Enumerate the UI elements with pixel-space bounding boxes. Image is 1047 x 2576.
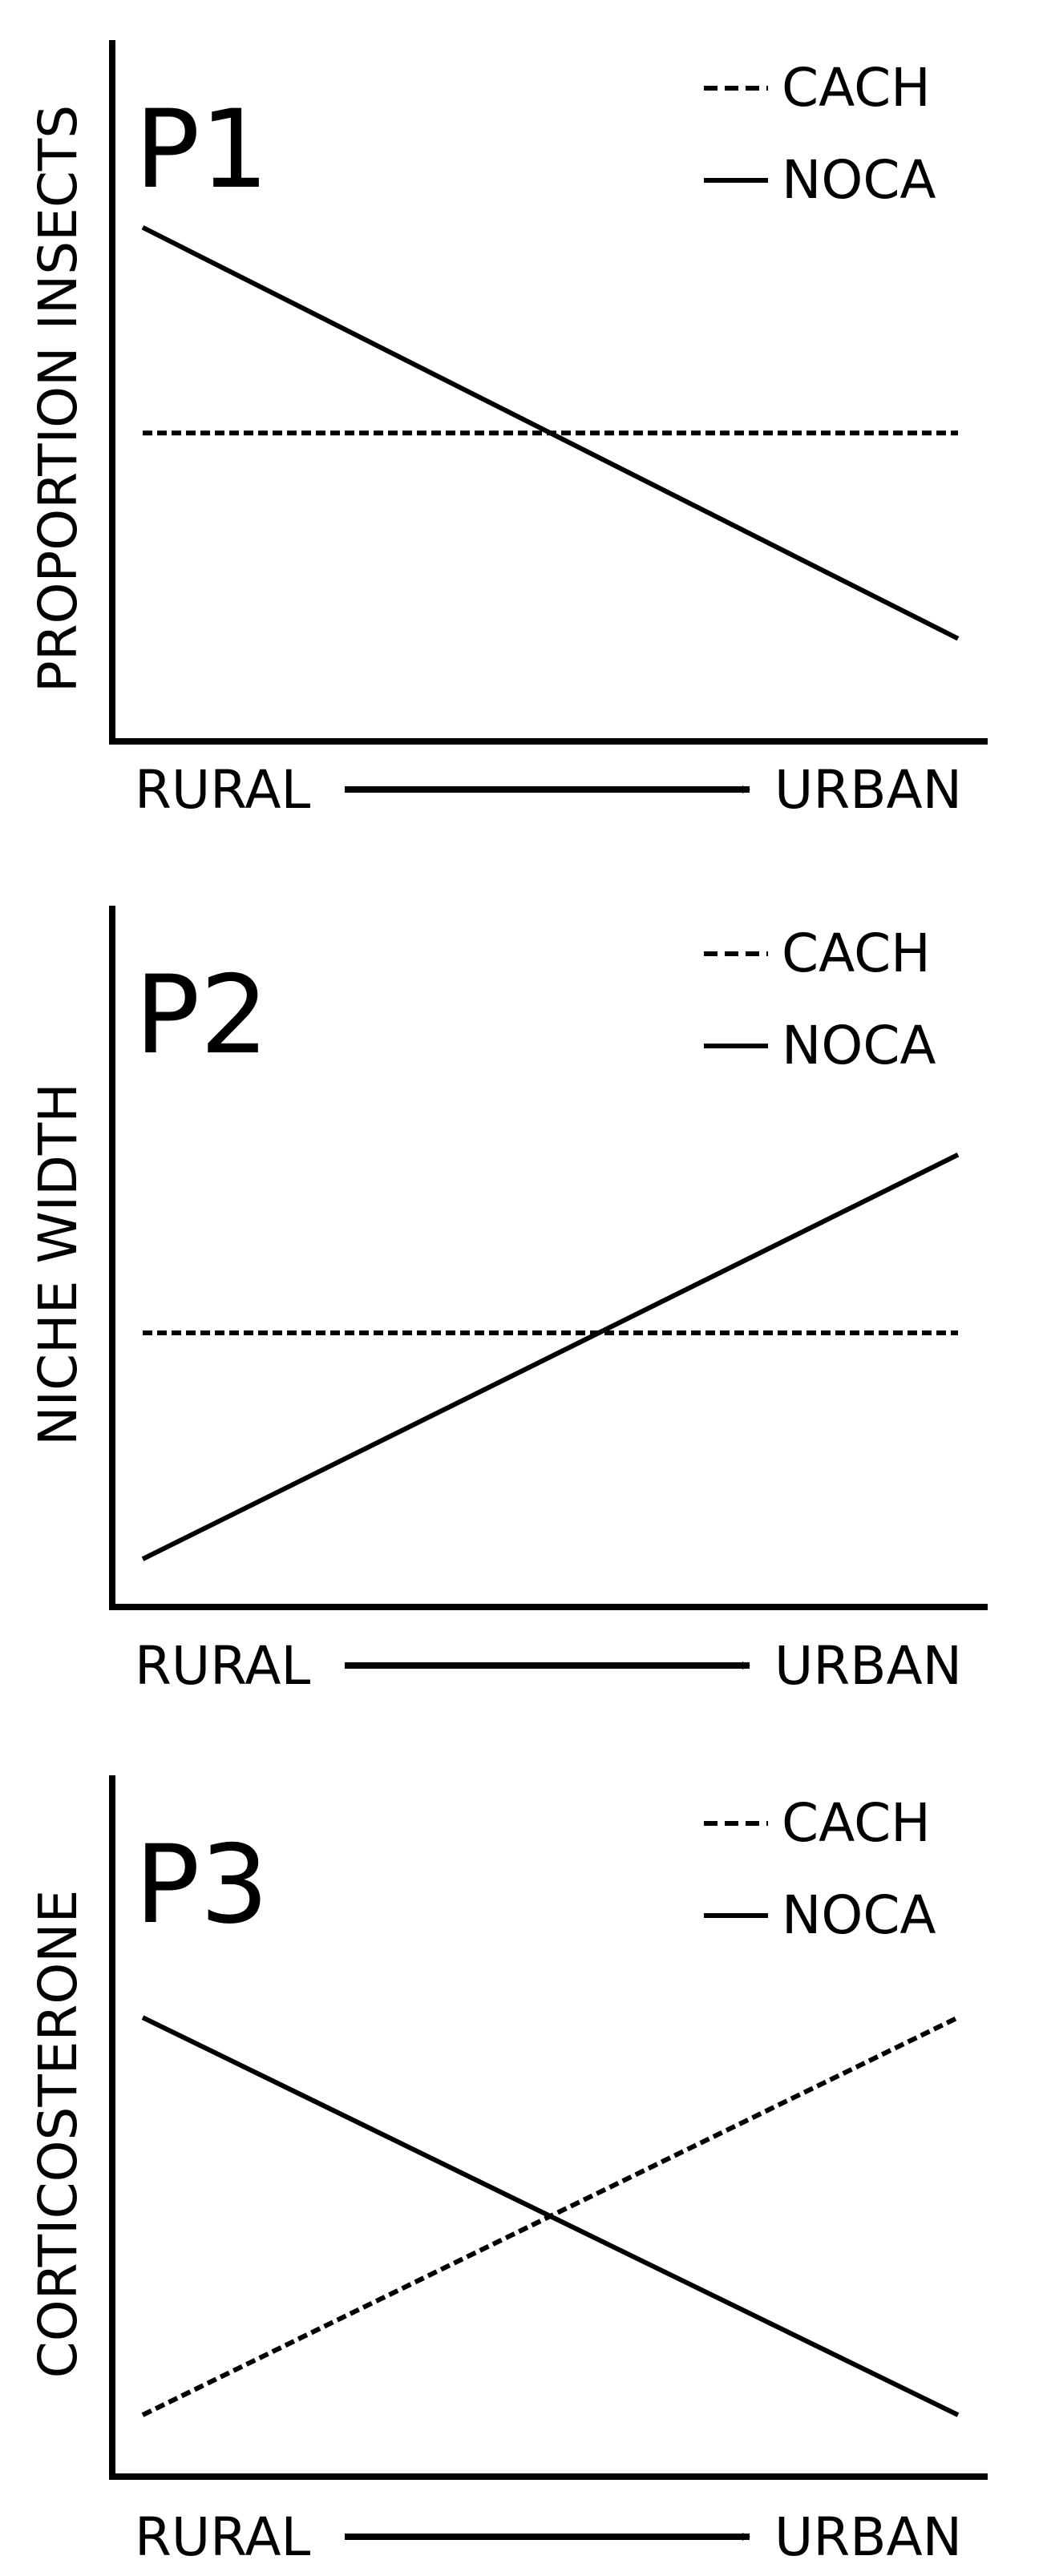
x-label-urban: URBAN [774,2506,962,2568]
x-label-rural: RURAL [135,759,310,821]
series-line-noca [141,225,960,641]
x-label-urban: URBAN [774,759,962,821]
legend-label-noca: NOCA [782,149,936,211]
y-axis-label: CORTICOSTERONE [27,1890,89,2379]
panel-label: P2 [135,952,269,1078]
chart-panel-3: P3 CORTICOSTERONE RURAL URBAN CACH NOCA [27,1775,988,2568]
series-line-noca [141,1153,960,1561]
chart-panel-1: P1 PROPORTION INSECTS RURAL URBAN CACH NOCA [27,40,988,821]
legend-label-cach: CACH [782,1792,931,1854]
legend-label-noca: NOCA [782,1015,936,1076]
x-label-urban: URBAN [774,1635,962,1697]
y-axis-label: NICHE WIDTH [27,1083,89,1446]
series-line-noca [141,2015,960,2417]
x-label-rural: RURAL [135,1635,310,1697]
x-label-rural: RURAL [135,2506,310,2568]
y-axis-label: PROPORTION INSECTS [27,105,89,692]
panel-label: P1 [135,87,269,212]
legend-label-cach: CACH [782,923,931,984]
legend-label-cach: CACH [782,57,931,119]
panel-label: P3 [135,1822,269,1948]
chart-panel-2: P2 NICHE WIDTH RURAL URBAN CACH NOCA [27,906,988,1697]
legend-label-noca: NOCA [782,1884,936,1946]
